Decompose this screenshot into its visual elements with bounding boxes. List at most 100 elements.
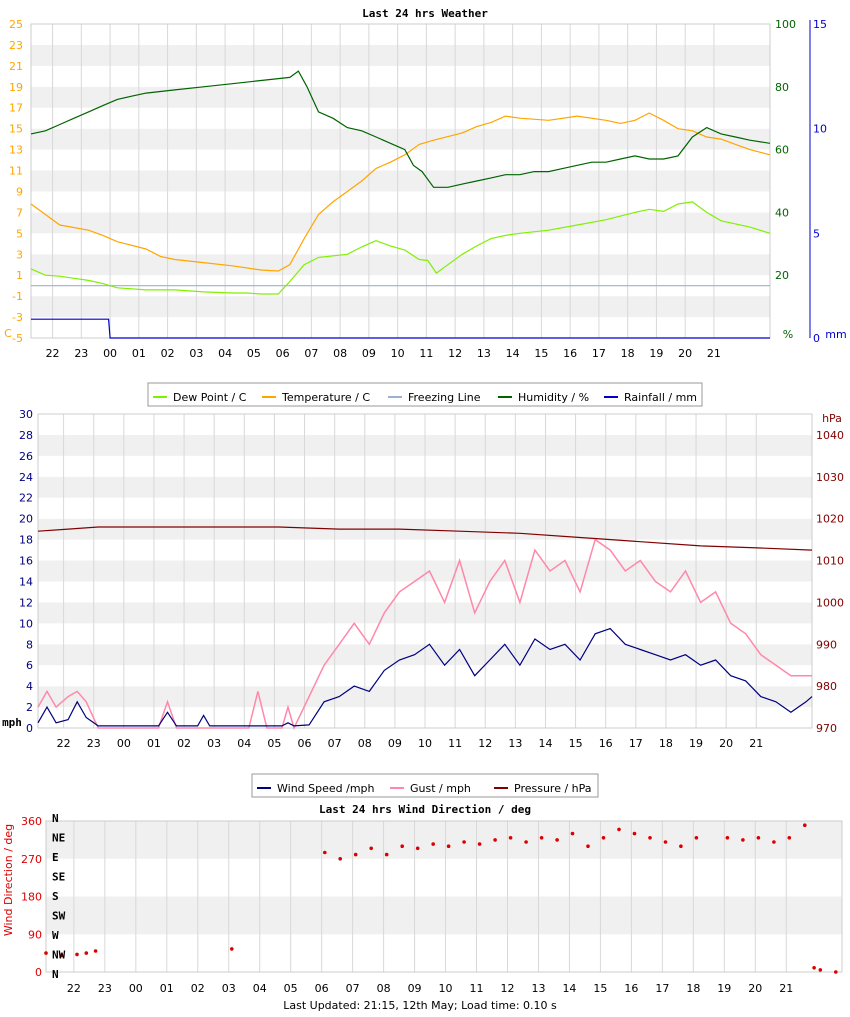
wind-direction-point [508, 836, 513, 840]
y-tick-label: 90 [28, 928, 42, 941]
series-line-2 [37, 526, 813, 551]
x-tick-label: 23 [98, 982, 112, 995]
y-left-tick-label: 23 [9, 39, 23, 52]
y-tick-label: 180 [21, 891, 42, 904]
series-line-3 [30, 70, 771, 188]
wind-direction-point [725, 836, 730, 840]
wind-direction-point [59, 953, 64, 957]
x-tick-label: 19 [717, 982, 731, 995]
wind-direction-point [323, 850, 327, 855]
x-tick-label: 22 [46, 347, 60, 360]
legend-label: Gust / mph [410, 782, 471, 795]
wind-direction-point [632, 831, 637, 836]
wind-direction-point [679, 844, 683, 848]
y-left-tick-label: 30 [19, 408, 33, 421]
chart2-series [37, 526, 813, 731]
y-left-tick-label: 26 [19, 450, 33, 463]
wind-direction-point [338, 857, 343, 861]
compass-label: N [52, 812, 59, 825]
wind-direction-point [44, 951, 48, 955]
x-tick-label: 03 [222, 982, 236, 995]
wind-direction-point [787, 836, 792, 840]
grid-band [31, 170, 770, 192]
chart2-legend: Wind Speed /mph Gust / mph Pressure / hPa [251, 773, 599, 798]
x-tick-label: 01 [147, 737, 161, 750]
grid-band [46, 858, 842, 897]
wind-direction-point [384, 852, 389, 857]
y-left-tick-label: 11 [9, 165, 23, 178]
x-tick-label: 19 [689, 737, 703, 750]
legend-label: Dew Point / C [173, 391, 247, 404]
wind-direction-point [741, 838, 745, 842]
y-left-tick-label: 6 [26, 659, 33, 672]
wind-direction-point [93, 949, 98, 953]
grid-band [46, 896, 842, 935]
x-tick-label: 17 [592, 347, 606, 360]
x-tick-label: 16 [624, 982, 638, 995]
y-right-tick-label: 970 [816, 722, 837, 735]
x-tick-label: 20 [678, 347, 692, 360]
x-tick-label: 04 [237, 737, 251, 750]
series-line-0 [37, 627, 813, 727]
y-right-tick-label: 980 [816, 680, 837, 693]
plot-border [45, 820, 843, 973]
y-right1-tick-label: 100 [775, 18, 796, 31]
y-right2-tick-label: 0 [813, 332, 820, 345]
y-left-tick-label: 9 [16, 185, 23, 198]
wind-direction-point [431, 842, 436, 846]
x-tick-label: 08 [358, 737, 372, 750]
y-left-tick-label: 8 [26, 638, 33, 651]
x-tick-label: 04 [218, 347, 232, 360]
x-tick-label: 11 [448, 737, 462, 750]
wind-direction-point [555, 838, 559, 842]
x-tick-label: 05 [284, 982, 298, 995]
x-tick-label: 15 [534, 347, 548, 360]
grid-band [46, 821, 842, 859]
x-tick-label: 13 [531, 982, 545, 995]
y-right2-tick-label: 15 [813, 18, 827, 31]
chart1-grid [30, 23, 771, 339]
grid-band [31, 317, 770, 338]
x-tick-label: 18 [686, 982, 700, 995]
x-tick-label: 01 [132, 347, 146, 360]
chart1-legend: Dew Point / C Temperature / C Freezing Lin… [147, 382, 703, 407]
y-right1-tick-label: 80 [775, 81, 789, 94]
y-left-tick-label: 3 [16, 248, 23, 261]
x-tick-label: 07 [346, 982, 360, 995]
y-right-unit: hPa [822, 412, 842, 425]
y-left-tick-label: 16 [19, 555, 33, 568]
chart2-grid [37, 413, 813, 729]
wind-direction-point [834, 970, 838, 974]
y-right-tick-label: 1000 [816, 596, 844, 609]
y-right1-tick-label: 20 [775, 269, 789, 282]
y-left-tick-label: 7 [16, 206, 23, 219]
legend-box [251, 773, 599, 798]
wind-direction-point [446, 844, 451, 848]
x-tick-label: 18 [621, 347, 635, 360]
wind-direction-point [772, 840, 776, 844]
x-tick-label: 08 [333, 347, 347, 360]
x-tick-label: 13 [477, 347, 491, 360]
grid-band [31, 24, 770, 45]
x-tick-label: 02 [161, 347, 175, 360]
x-tick-label: 04 [253, 982, 267, 995]
legend-label: Humidity / % [518, 391, 589, 404]
wind-direction-point [415, 846, 420, 851]
grid-band [31, 254, 770, 276]
x-tick-label: 18 [659, 737, 673, 750]
legend-label: Temperature / C [281, 391, 370, 404]
wind-direction-point [477, 842, 482, 846]
x-tick-label: 01 [160, 982, 174, 995]
legend-label: Rainfall / mm [624, 391, 697, 404]
chart3-series [44, 823, 838, 974]
x-tick-label: 10 [418, 737, 432, 750]
x-tick-label: 17 [655, 982, 669, 995]
x-tick-label: 05 [247, 347, 261, 360]
x-tick-label: 21 [707, 347, 721, 360]
x-tick-label: 02 [177, 737, 191, 750]
y-left-unit: mph [2, 716, 22, 729]
wind-direction-point [803, 823, 807, 827]
y-left-tick-label: 10 [19, 617, 33, 630]
y-right2-unit: mm [825, 328, 846, 341]
y-left-tick-label: 24 [19, 471, 33, 484]
